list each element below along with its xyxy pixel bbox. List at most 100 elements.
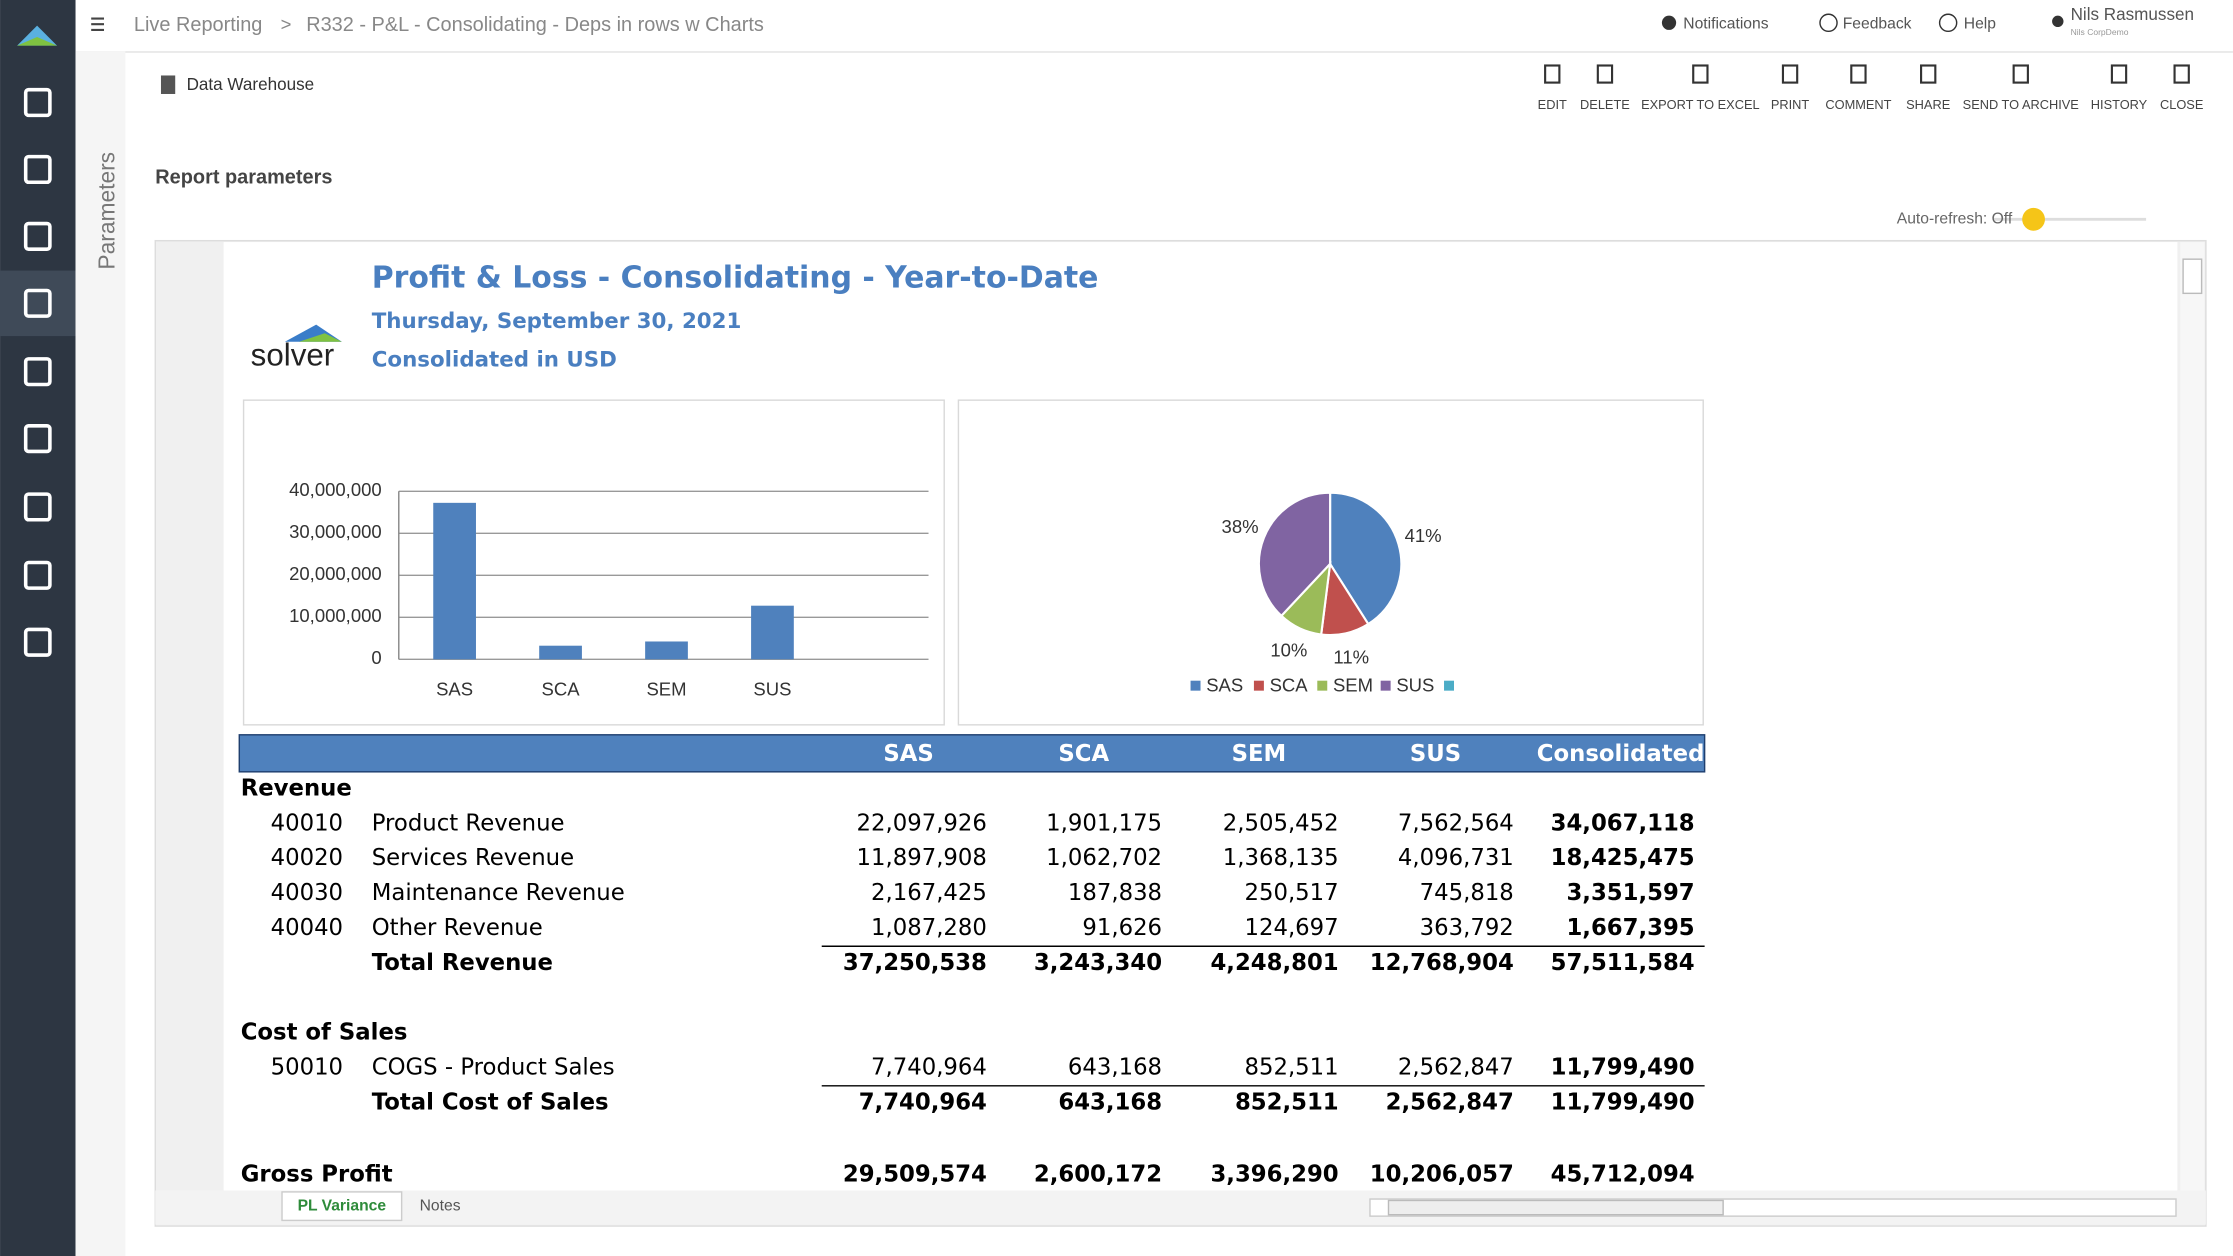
auto-refresh-toggle[interactable] [2022, 207, 2045, 231]
nav-icon[interactable] [23, 288, 52, 318]
account: 40030 [271, 880, 343, 906]
line-label: Product Revenue [372, 810, 565, 836]
slice-label: 10% [1270, 639, 1307, 660]
toolbar-action[interactable]: COMMENT [1825, 97, 1891, 112]
cell: 4,248,801 [1210, 950, 1338, 976]
cell: 1,087,280 [871, 915, 987, 941]
toolbar-icon [1692, 64, 1709, 84]
line-label: Maintenance Revenue [372, 880, 625, 906]
toolbar-action[interactable]: PRINT [1771, 97, 1810, 112]
notif-icon [1661, 15, 1677, 30]
legend-label: SUS [1396, 674, 1434, 695]
cell: 1,062,702 [1046, 845, 1162, 871]
v-scrollbar[interactable] [2180, 242, 2205, 1191]
bar [751, 605, 794, 660]
cell: 852,511 [1235, 1089, 1339, 1115]
account: 40020 [271, 845, 343, 871]
params-panel[interactable]: Parameters [93, 152, 119, 270]
feedback[interactable]: Feedback [1843, 15, 1912, 32]
user-org: Nils CorpDemo [2071, 27, 2129, 37]
report-currency: Consolidated in USD [372, 347, 617, 372]
cell: 2,505,452 [1223, 810, 1339, 836]
legend-label: SAS [1206, 674, 1243, 695]
cell: 45,712,094 [1551, 1161, 1695, 1187]
breadcrumb: R332 - P&L - Consolidating - Deps in row… [306, 14, 764, 36]
v-scroll-thumb[interactable] [2182, 258, 2203, 295]
bar [433, 502, 476, 660]
toolbar-icon [2110, 64, 2128, 84]
slice-label: 38% [1222, 516, 1259, 537]
cell: 2,600,172 [1034, 1161, 1162, 1187]
tab[interactable]: PL Variance [298, 1197, 387, 1214]
cell: 250,517 [1244, 880, 1338, 906]
nav-icon[interactable] [23, 154, 52, 185]
cell: 18,425,475 [1551, 845, 1695, 871]
bar [645, 641, 688, 660]
nav-icon[interactable] [23, 221, 52, 251]
tab[interactable]: Notes [420, 1197, 461, 1214]
breadcrumb-sep: > [281, 14, 292, 35]
x-tick-label: SEM [646, 679, 686, 700]
toolbar-action[interactable]: EXPORT TO EXCEL [1641, 97, 1760, 112]
legend-label: SCA [1270, 674, 1309, 695]
bar [539, 645, 582, 660]
cell: 187,838 [1068, 880, 1162, 906]
notifications[interactable]: Notifications [1683, 15, 1768, 32]
source-select[interactable]: Data Warehouse [187, 75, 315, 94]
user-icon [2052, 15, 2064, 28]
h-scroll-thumb[interactable] [1387, 1199, 1724, 1216]
nav-icon[interactable] [23, 87, 52, 118]
legend-label: SEM [1333, 674, 1373, 695]
menu-icon [91, 17, 105, 31]
y-tick-label: 10,000,000 [289, 605, 382, 626]
toolbar-action[interactable]: SHARE [1906, 97, 1950, 112]
x-tick-label: SUS [753, 679, 791, 700]
toolbar-icon [1781, 64, 1799, 84]
toolbar-action[interactable]: DELETE [1580, 97, 1630, 112]
cell: 57,511,584 [1551, 950, 1695, 976]
help[interactable]: Help [1964, 15, 1996, 32]
cell: 3,243,340 [1034, 950, 1162, 976]
user-name[interactable]: Nils Rasmussen [2071, 5, 2194, 24]
help-icon [1938, 13, 1958, 33]
active-tab[interactable] [281, 1191, 403, 1222]
account: 40040 [271, 915, 343, 941]
toolbar-action[interactable]: HISTORY [2091, 97, 2148, 112]
nav-icon[interactable] [23, 492, 52, 522]
report-parameters[interactable]: Report parameters [155, 166, 332, 188]
table-header-band [238, 734, 1706, 773]
nav-icon[interactable] [23, 560, 52, 590]
column-header: SCA [1058, 741, 1109, 767]
breadcrumb[interactable]: Live Reporting [134, 14, 262, 36]
cell: 2,562,847 [1386, 1089, 1514, 1115]
report-date: Thursday, September 30, 2021 [372, 309, 742, 334]
legend-swatch [1253, 680, 1264, 691]
content: Live Reporting > R332 - P&L - Consolidatin… [23, 5, 2203, 1214]
cell: 852,511 [1244, 1055, 1338, 1081]
source-icon [160, 75, 176, 94]
cell: 12,768,904 [1370, 950, 1514, 976]
toolbar-action[interactable]: CLOSE [2160, 97, 2203, 112]
account: 40010 [271, 810, 343, 836]
cell: 1,368,135 [1223, 845, 1339, 871]
toolbar-icon [2173, 64, 2190, 84]
slice-label: 41% [1405, 525, 1442, 546]
feedback-icon [1819, 13, 1838, 33]
nav-icon[interactable] [23, 424, 52, 454]
sidebar-selected [0, 270, 76, 337]
app-logo-accent [17, 37, 58, 46]
toolbar-action[interactable]: EDIT [1538, 97, 1567, 112]
toolbar-icon [1850, 64, 1867, 84]
nav-icon[interactable] [23, 357, 52, 387]
nav-icon[interactable] [23, 627, 52, 657]
legend-swatch [1317, 680, 1328, 691]
cell: 3,396,290 [1210, 1161, 1338, 1187]
cell: 1,667,395 [1566, 915, 1694, 941]
section-title: Revenue [241, 775, 352, 801]
line-label: COGS - Product Sales [372, 1055, 615, 1081]
x-tick-label: SCA [542, 679, 581, 700]
toolbar-action[interactable]: SEND TO ARCHIVE [1963, 97, 2079, 112]
bar-chart-box [242, 399, 945, 726]
